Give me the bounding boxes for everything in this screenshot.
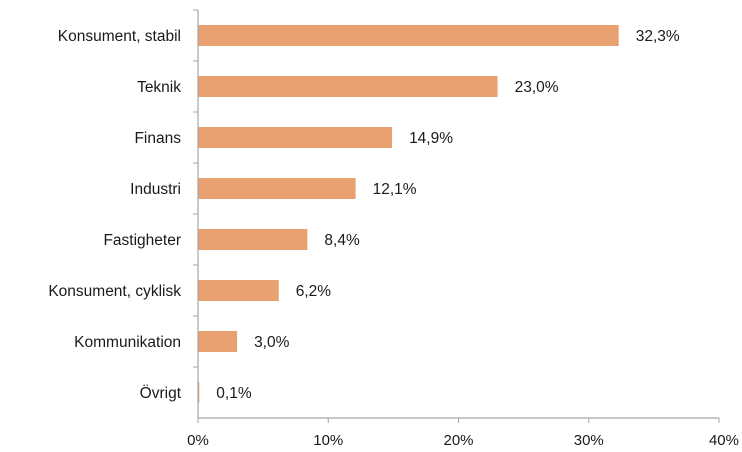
bars-layer [198,25,619,403]
x-tick-label: 20% [443,432,473,449]
data-label: 14,9% [409,130,453,147]
data-label: 3,0% [254,334,290,351]
category-label: Fastigheter [103,232,181,249]
category-label: Övrigt [140,384,182,402]
x-tick-label: 0% [187,432,209,449]
data-label: 12,1% [373,181,417,198]
data-label: 23,0% [515,79,559,96]
x-tick-label: 30% [574,432,604,449]
data-label: 8,4% [324,232,360,249]
x-tick-label: 10% [313,432,343,449]
bar [198,382,200,403]
bar [198,76,498,97]
bar [198,178,356,199]
labels-layer: Konsument, stabil 32,3% Teknik 23,0% Finans 1… [48,28,739,449]
category-label: Teknik [137,79,181,96]
x-tick-label: 40% [709,432,739,449]
data-label: 0,1% [216,385,252,402]
data-label: 32,3% [636,28,680,45]
bar [198,127,393,148]
data-label: 6,2% [296,283,332,300]
category-label: Industri [130,181,181,198]
axes-layer [193,9,720,423]
bar [198,331,238,352]
bar [198,229,308,250]
bar [198,280,279,301]
category-label: Finans [134,130,181,147]
category-label: Kommunikation [74,334,181,351]
category-label: Konsument, cyklisk [48,283,181,300]
bar [198,25,619,46]
category-label: Konsument, stabil [58,28,181,45]
